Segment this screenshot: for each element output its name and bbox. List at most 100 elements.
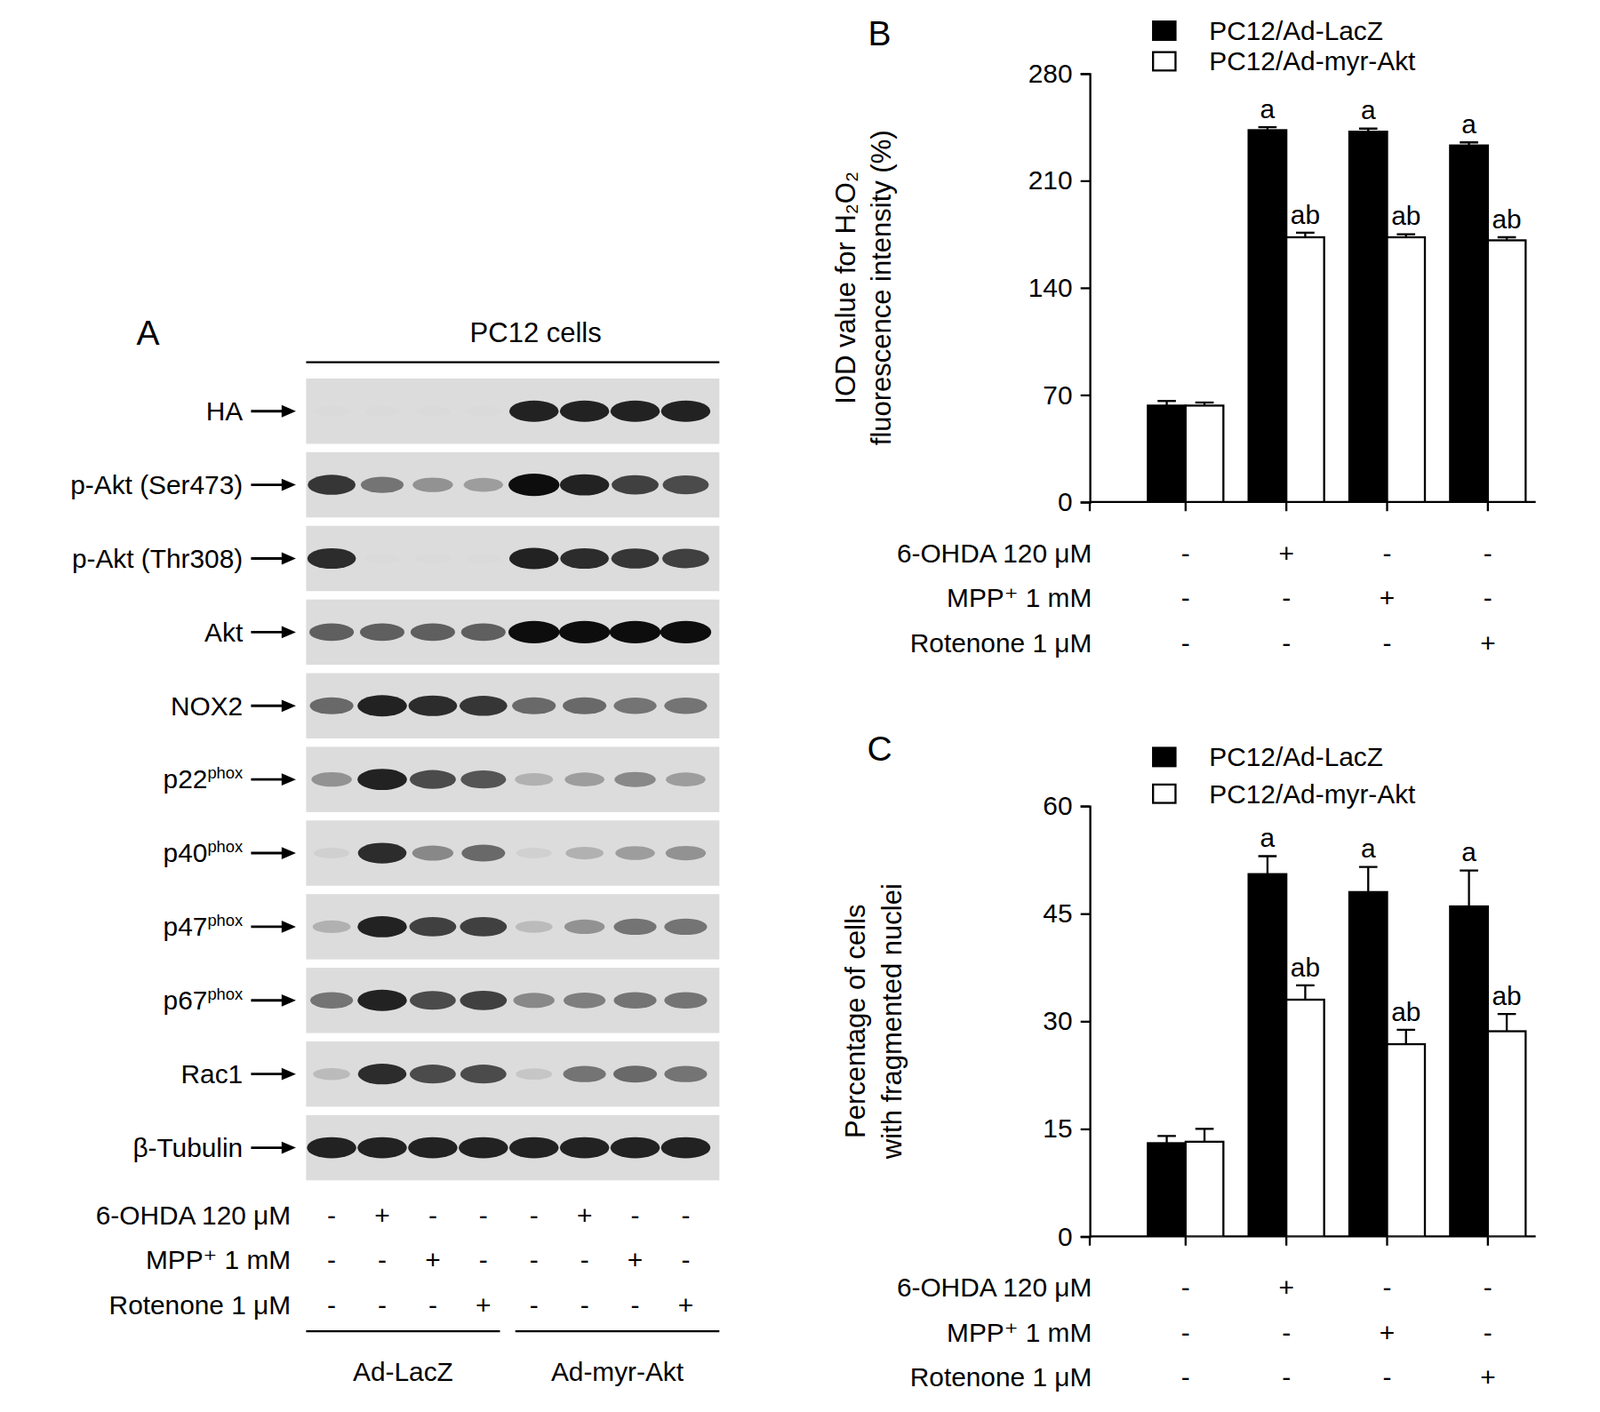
arrow-head: [281, 994, 296, 1008]
error-cap: [1195, 1128, 1215, 1130]
band: [665, 846, 706, 861]
plot-marks: [1147, 127, 1526, 503]
arrow-shaft: [250, 852, 284, 856]
significance-label: a: [1461, 837, 1477, 867]
error-bar: [1367, 867, 1369, 893]
treatment-label: Rotenone 1 μM: [910, 628, 1093, 658]
band: [609, 621, 661, 644]
y-axis: 015304560: [1042, 791, 1090, 1251]
error-cap: [1157, 400, 1176, 402]
treatment-sign: -: [1281, 1362, 1291, 1392]
treatment-sign: -: [327, 1290, 336, 1320]
row-label-main: p47: [163, 912, 208, 942]
blot-strip: [305, 600, 720, 665]
y-tick-mark: [1080, 72, 1090, 75]
arrow-head: [281, 1068, 296, 1081]
significance-label: ab: [1290, 952, 1320, 983]
band: [415, 406, 450, 416]
band: [409, 770, 456, 790]
band: [357, 990, 408, 1012]
treatment-label: Rotenone 1 μM: [910, 1362, 1093, 1392]
blot-strip: [305, 378, 720, 444]
title-rule: [305, 360, 720, 363]
band: [312, 1068, 351, 1081]
band: [360, 624, 405, 642]
arrow-shaft: [250, 1146, 284, 1150]
y-axis-title: Percentage of cells: [840, 904, 872, 1139]
group-rule: [515, 1330, 720, 1333]
blot-title: PC12 cells: [470, 317, 602, 349]
band: [306, 1137, 357, 1160]
treatment-sign: -: [428, 1200, 438, 1231]
treatment-sign: -: [377, 1245, 387, 1275]
arrow-shaft: [250, 483, 284, 487]
error-cap: [1459, 141, 1479, 144]
panel-label: A: [136, 313, 160, 352]
treatment-sign: -: [680, 1245, 690, 1275]
treatment-sign: -: [580, 1290, 590, 1320]
blot-strip: [305, 673, 720, 739]
treatment-sign: +: [1278, 1272, 1294, 1303]
band: [464, 478, 504, 493]
legend-label: PC12/Ad-myr-Akt: [1208, 779, 1416, 809]
arrow-head: [281, 847, 296, 860]
band: [465, 553, 501, 564]
row-label: Akt: [204, 617, 244, 648]
band: [409, 1064, 456, 1084]
x-tick: [1487, 1236, 1488, 1246]
row-label-sup: phox: [207, 984, 243, 1004]
row-label: p-Akt (Ser473): [70, 470, 243, 500]
error-cap: [1396, 232, 1416, 235]
treatment-sign: -: [1181, 583, 1191, 613]
arrow-head: [281, 626, 296, 640]
x-tick-mark: [1385, 1236, 1388, 1246]
treatment-sign: -: [1181, 628, 1191, 658]
band: [309, 624, 354, 642]
band: [515, 920, 553, 934]
band: [460, 1064, 507, 1084]
treatment-sign: +: [576, 1200, 592, 1231]
treatment-sign: +: [627, 1245, 643, 1275]
band: [611, 548, 660, 569]
treatment-label: MPP⁺ 1 mM: [946, 1318, 1092, 1348]
treatment-sign: -: [479, 1200, 488, 1231]
error-cap: [1396, 1029, 1416, 1032]
error-cap: [1296, 232, 1315, 234]
arrow-shaft: [250, 778, 284, 782]
blot-row: NOX2: [170, 673, 720, 739]
y-tick-label: 15: [1042, 1113, 1072, 1144]
treatment-sign: -: [327, 1200, 336, 1231]
row-label: Rac1: [181, 1059, 244, 1089]
y-tick-label: 280: [1028, 58, 1073, 88]
bar: [1349, 131, 1388, 503]
treatment-label: 6-OHDA 120 μM: [896, 1272, 1092, 1303]
x-tick-mark: [1385, 502, 1388, 512]
y-tick: 0: [1057, 1222, 1090, 1252]
bar: [1488, 240, 1527, 502]
blot-row: Rac1: [181, 1041, 720, 1107]
y-tick-label: 0: [1057, 487, 1073, 517]
treatment-sign: -: [1181, 1318, 1191, 1348]
group-label: Ad-LacZ: [352, 1357, 454, 1387]
row-label-main: p22: [163, 764, 208, 794]
band: [357, 1137, 408, 1160]
treatment-label: Rotenone 1 μM: [109, 1290, 292, 1320]
treatment-sign: +: [374, 1200, 390, 1231]
error-bar: [1467, 871, 1470, 907]
band: [509, 1137, 560, 1160]
treatment-sign: -: [1483, 1272, 1493, 1303]
significance-label: ab: [1391, 200, 1421, 231]
arrow-head: [281, 699, 296, 712]
bar: [1449, 145, 1488, 503]
band: [513, 992, 555, 1008]
band: [364, 553, 400, 564]
group-rule: [305, 1330, 500, 1333]
y-tick-label: 70: [1042, 379, 1072, 409]
treatment-sign: -: [1281, 1318, 1291, 1348]
y-tick: 70: [1042, 379, 1090, 409]
arrow-head: [281, 773, 296, 786]
band: [459, 991, 507, 1011]
bar: [1248, 874, 1288, 1238]
x-tick: [1487, 502, 1488, 512]
panel-label: B: [868, 14, 892, 53]
